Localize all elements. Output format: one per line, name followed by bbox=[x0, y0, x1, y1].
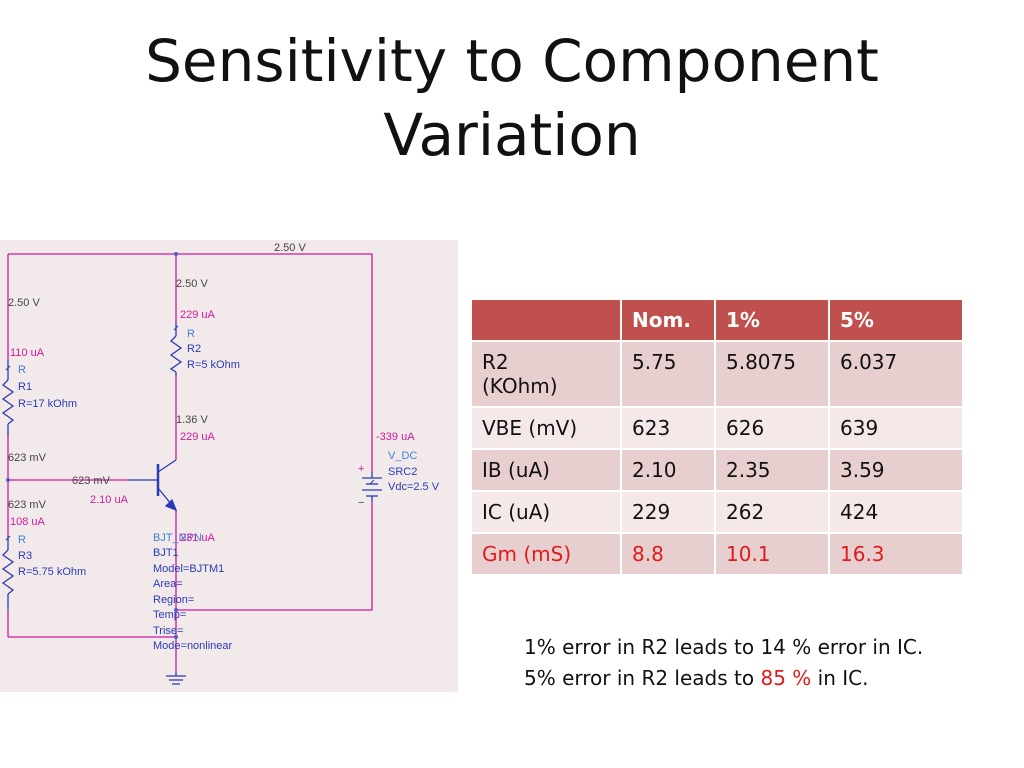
source-minus-sign: − bbox=[358, 497, 364, 509]
r3-current-label: 108 uA bbox=[10, 516, 46, 528]
schematic-drawing: 2.50 V 2.50 V 2.50 V 229 uA R R2 R=5 kOh… bbox=[1, 242, 440, 685]
header-blank bbox=[470, 298, 622, 342]
row-label: R2 (KOhm) bbox=[470, 340, 622, 408]
header-nominal: Nom. bbox=[620, 298, 716, 342]
bjt-model-label: Model=BJTM1 bbox=[153, 563, 224, 575]
row-label: VBE (mV) bbox=[470, 406, 622, 450]
table-header-row: Nom. 1% 5% bbox=[470, 298, 964, 342]
bjt-current-label: 231 uA bbox=[180, 532, 216, 544]
r1-value-label: R=17 kOhm bbox=[18, 398, 77, 410]
cell-value: 639 bbox=[828, 406, 964, 450]
r1-bottom-voltage-label: 623 mV bbox=[8, 452, 47, 464]
left-voltage-label: 2.50 V bbox=[8, 297, 40, 309]
table-row: IB (uA) 2.10 2.35 3.59 bbox=[470, 448, 964, 492]
collector-current-label: 229 uA bbox=[180, 431, 216, 443]
r3-name-label: R3 bbox=[18, 550, 32, 562]
conclusion-notes: 1% error in R2 leads to 14 % error in IC… bbox=[524, 632, 923, 694]
row-label: IB (uA) bbox=[470, 448, 622, 492]
resistors bbox=[1, 322, 183, 610]
header-1pct: 1% bbox=[714, 298, 830, 342]
junction-dots bbox=[6, 252, 178, 639]
cell-value: 623 bbox=[620, 406, 716, 450]
collector-voltage-label: 1.36 V bbox=[176, 414, 208, 426]
cell-value: 626 bbox=[714, 406, 830, 450]
base-current-label: 2.10 uA bbox=[90, 494, 129, 506]
cell-value: 2.10 bbox=[620, 448, 716, 492]
r3-symbol bbox=[1, 549, 15, 595]
r1-symbol bbox=[1, 379, 15, 425]
source-value-label: Vdc=2.5 V bbox=[388, 481, 440, 493]
note-line-2: 5% error in R2 leads to 85 % in IC. bbox=[524, 666, 869, 690]
title-line-2: Variation bbox=[383, 101, 641, 169]
cell-value: 5.8075 bbox=[714, 340, 830, 408]
cell-value: 10.1 bbox=[714, 532, 830, 576]
row-label: IC (uA) bbox=[470, 490, 622, 534]
circuit-schematic: 2.50 V 2.50 V 2.50 V 229 uA R R2 R=5 kOh… bbox=[0, 240, 458, 692]
title-line-1: Sensitivity to Component bbox=[145, 27, 879, 95]
source-current-label: -339 uA bbox=[376, 431, 415, 443]
ground-symbol bbox=[166, 672, 186, 685]
bjt-trise-label: Trise= bbox=[153, 625, 183, 637]
table-row: Gm (mS) 8.8 10.1 16.3 bbox=[470, 532, 964, 576]
source-type-label: V_DC bbox=[388, 450, 417, 462]
top-voltage-label: 2.50 V bbox=[274, 242, 306, 254]
note-highlight: 85 % bbox=[760, 666, 812, 690]
r3-top-voltage-label: 623 mV bbox=[8, 499, 47, 511]
r1-current-label: 110 uA bbox=[10, 347, 45, 359]
note-line-1: 1% error in R2 leads to 14 % error in IC… bbox=[524, 635, 924, 659]
table-row: IC (uA) 229 262 424 bbox=[470, 490, 964, 534]
r2-value-label: R=5 kOhm bbox=[187, 359, 240, 371]
r2-top-voltage-label: 2.50 V bbox=[176, 278, 208, 290]
r2-symbol bbox=[169, 335, 183, 373]
bjt-name-label: BJT1 bbox=[153, 547, 179, 559]
base-voltage-label: 623 mV bbox=[72, 475, 111, 487]
sensitivity-table: Nom. 1% 5% R2 (KOhm) 5.75 5.8075 6.037 VB… bbox=[470, 298, 964, 576]
r3-value-label: R=5.75 kOhm bbox=[18, 566, 86, 578]
cell-value: 3.59 bbox=[828, 448, 964, 492]
cell-value: 8.8 bbox=[620, 532, 716, 576]
bjt-region-label: Region= bbox=[153, 594, 194, 606]
cell-value: 6.037 bbox=[828, 340, 964, 408]
cell-value: 2.35 bbox=[714, 448, 830, 492]
header-5pct: 5% bbox=[828, 298, 964, 342]
cell-value: 424 bbox=[828, 490, 964, 534]
dc-source-symbol bbox=[362, 472, 382, 502]
r2-current-label: 229 uA bbox=[180, 309, 216, 321]
cell-value: 5.75 bbox=[620, 340, 716, 408]
source-plus-sign: + bbox=[358, 463, 364, 475]
row-label: Gm (mS) bbox=[470, 532, 622, 576]
slide-title: Sensitivity to Component Variation bbox=[0, 24, 1024, 172]
bjt-temp-label: Temp= bbox=[153, 609, 186, 621]
source-name-label: SRC2 bbox=[388, 466, 417, 478]
bjt-type-label: BJT_NPN bbox=[153, 532, 202, 544]
cell-value: 229 bbox=[620, 490, 716, 534]
cell-value: 262 bbox=[714, 490, 830, 534]
r3-type-label: R bbox=[18, 534, 26, 546]
bjt-mode-label: Mode=nonlinear bbox=[153, 640, 233, 652]
table-row: VBE (mV) 623 626 639 bbox=[470, 406, 964, 450]
probe-markers bbox=[5, 325, 375, 541]
r1-type-label: R bbox=[18, 364, 26, 376]
r2-name-label: R2 bbox=[187, 343, 201, 355]
r1-name-label: R1 bbox=[18, 381, 32, 393]
bjt-symbol bbox=[128, 459, 178, 512]
bjt-area-label: Area= bbox=[153, 578, 183, 590]
cell-value: 16.3 bbox=[828, 532, 964, 576]
table-row: R2 (KOhm) 5.75 5.8075 6.037 bbox=[470, 340, 964, 408]
r2-type-label: R bbox=[187, 328, 195, 340]
